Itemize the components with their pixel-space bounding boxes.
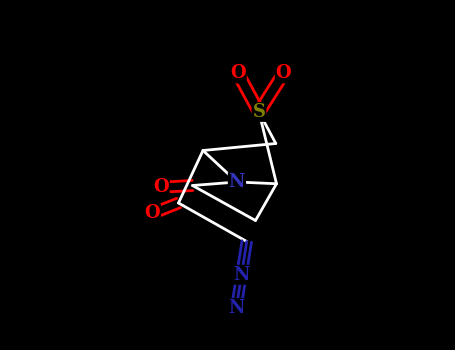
Text: N: N [233, 266, 250, 284]
Text: O: O [230, 64, 246, 83]
Text: O: O [144, 204, 160, 223]
Text: O: O [153, 178, 169, 196]
Text: N: N [228, 299, 244, 317]
Text: O: O [276, 64, 291, 83]
Text: S: S [253, 103, 266, 121]
Text: N: N [229, 173, 245, 191]
